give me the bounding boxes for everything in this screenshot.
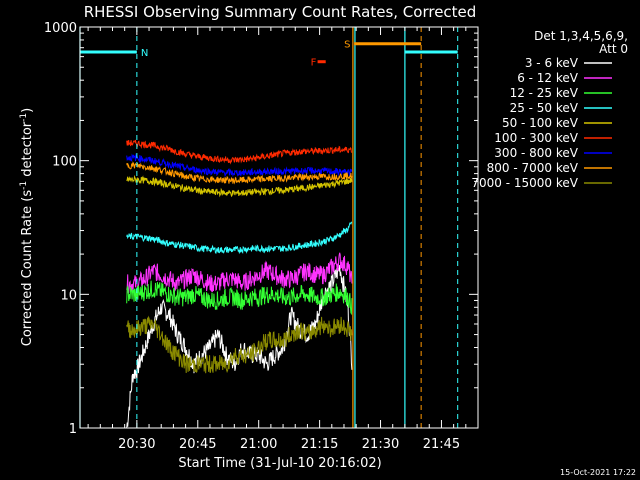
y-tick-label: 10 xyxy=(60,288,77,303)
interval-label: S xyxy=(344,40,350,51)
data-series xyxy=(126,139,353,429)
y-tick-label: 100 xyxy=(52,155,77,170)
chart-title: RHESSI Observing Summary Count Rates, Co… xyxy=(84,3,477,21)
legend-label: 100 - 300 keV xyxy=(494,131,578,145)
legend-label: 3 - 6 keV xyxy=(525,56,579,70)
legend-label: 12 - 25 keV xyxy=(510,86,579,100)
series-line xyxy=(126,153,353,178)
x-tick-label: 20:45 xyxy=(179,437,216,452)
legend-header-line-1: Det 1,3,4,5,6,9, xyxy=(534,29,628,43)
y-tick-label: 1 xyxy=(69,422,77,437)
legend-label: 800 - 7000 keV xyxy=(487,161,579,175)
y-label-sup: -1 xyxy=(19,181,29,190)
y-tick-label: 1000 xyxy=(44,21,77,36)
y-label-part: Corrected Count Rate (s xyxy=(20,190,35,347)
x-tick-label: 21:15 xyxy=(301,437,338,452)
series-line xyxy=(126,280,353,316)
plot-frame xyxy=(79,26,479,429)
x-axis-label: Start Time (31-Jul-10 20:16:02) xyxy=(178,456,381,471)
series-line xyxy=(126,315,353,374)
plot-border xyxy=(79,26,479,429)
series-line xyxy=(126,252,353,294)
y-label-sup: -1 xyxy=(19,113,29,122)
x-tick-label: 21:30 xyxy=(362,437,399,452)
y-axis-label: Corrected Count Rate (s-1 detector-1) xyxy=(19,108,35,346)
x-tick-label: 20:30 xyxy=(118,437,155,452)
legend-label: 50 - 100 keV xyxy=(502,116,579,130)
x-tick-label: 21:45 xyxy=(423,437,460,452)
legend-label: 25 - 50 keV xyxy=(510,101,579,115)
legend-header-line-2: Att 0 xyxy=(599,42,628,56)
series-line xyxy=(126,161,353,185)
series-line xyxy=(126,174,353,198)
y-label-part: detector xyxy=(20,121,35,181)
legend-label: 7000 - 15000 keV xyxy=(471,176,578,190)
series-line xyxy=(126,221,353,255)
axis-ticks: 20:30 20:45 21:00 21:15 21:30 21:45 1 10 100 1000 xyxy=(44,21,478,452)
legend-label: 6 - 12 keV xyxy=(517,71,579,85)
x-tick-label: 21:00 xyxy=(240,437,277,452)
interval-label: F xyxy=(311,58,317,69)
interval-label: N xyxy=(141,48,148,59)
y-label-part: ) xyxy=(20,108,35,113)
series-line xyxy=(126,139,353,165)
footer-date: 15-Oct-2021 17:22 xyxy=(560,468,636,477)
legend-label: 300 - 800 keV xyxy=(494,146,578,160)
